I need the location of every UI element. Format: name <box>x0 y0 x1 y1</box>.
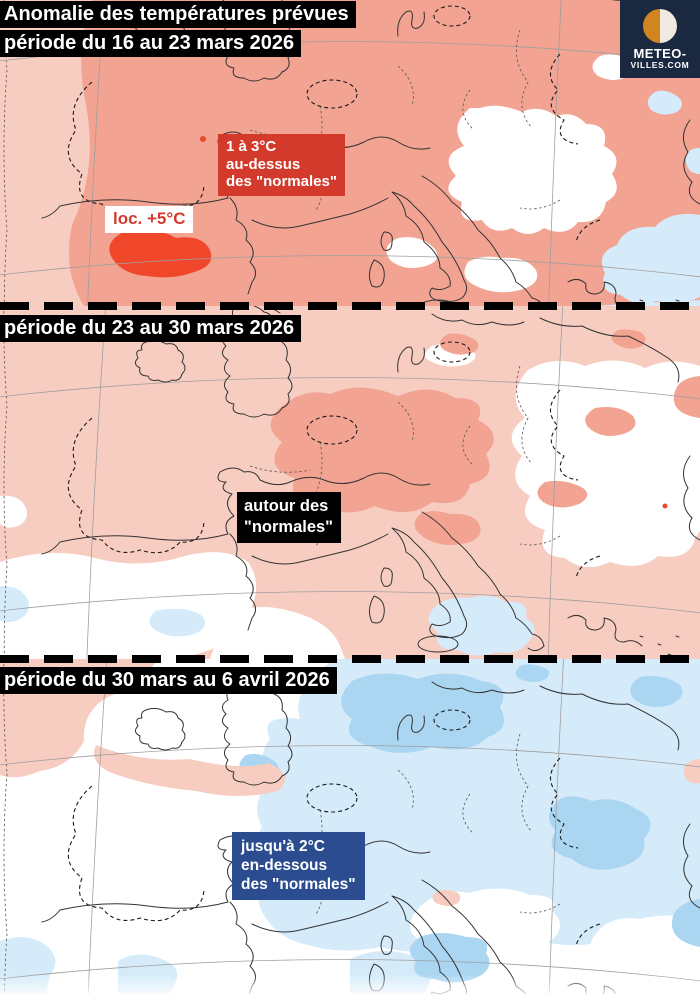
anomaly-map-week2 <box>0 306 700 659</box>
map-panel-week2 <box>0 306 700 659</box>
normal-anomaly-label: autour des "normales" <box>237 492 342 543</box>
local-max-label: loc. +5°C <box>105 206 194 233</box>
period-label-week2-text: période du 23 au 30 mars 2026 <box>4 317 295 339</box>
anomaly-map-week3 <box>0 659 700 994</box>
meteo-villes-logo: METEO- VILLES.COM <box>620 0 700 78</box>
map-panel-week3 <box>0 659 700 994</box>
cold-anomaly-fields-week3 <box>0 659 700 994</box>
warm-anomaly-label: 1 à 3°C au-dessus des "normales" <box>218 134 345 196</box>
logo-text-line2: VILLES.COM <box>630 60 690 70</box>
anomaly-map-week1 <box>0 0 700 306</box>
normal-anomaly-label-line1: autour des <box>244 497 329 515</box>
panel-divider-2 <box>0 655 700 663</box>
main-title: Anomalie des températures prévues <box>0 1 356 28</box>
period-label-week3-text: période du 30 mars au 6 avril 2026 <box>4 669 330 691</box>
warm-anomaly-label-line2: au-dessus <box>226 155 301 173</box>
period-label-week1: période du 16 au 23 mars 2026 <box>0 30 302 57</box>
panel-divider-1 <box>0 302 700 310</box>
logo-text-line1: METEO- <box>633 46 687 61</box>
normal-anomaly-label-line2: "normales" <box>244 518 334 536</box>
cold-anomaly-label-line2: en-dessous <box>241 857 328 874</box>
period-label-week3: période du 30 mars au 6 avril 2026 <box>0 667 337 694</box>
period-label-week2: période du 23 au 30 mars 2026 <box>0 315 302 342</box>
cold-anomaly-label-line1: jusqu'à 2°C <box>241 838 325 855</box>
bottom-fade <box>0 974 700 994</box>
map-panel-week1 <box>0 0 700 306</box>
cold-anomaly-label: jusqu'à 2°C en-dessous des "normales" <box>232 832 365 900</box>
logo-sun-icon <box>643 9 677 43</box>
main-title-text: Anomalie des températures prévues <box>4 3 349 25</box>
local-max-label-text: loc. +5°C <box>113 209 186 228</box>
warm-anomaly-label-line1: 1 à 3°C <box>226 138 277 155</box>
warm-anomaly-label-line3: des "normales" <box>226 173 337 190</box>
cold-anomaly-label-line3: des "normales" <box>241 876 356 893</box>
period-label-week1-text: période du 16 au 23 mars 2026 <box>4 32 295 54</box>
